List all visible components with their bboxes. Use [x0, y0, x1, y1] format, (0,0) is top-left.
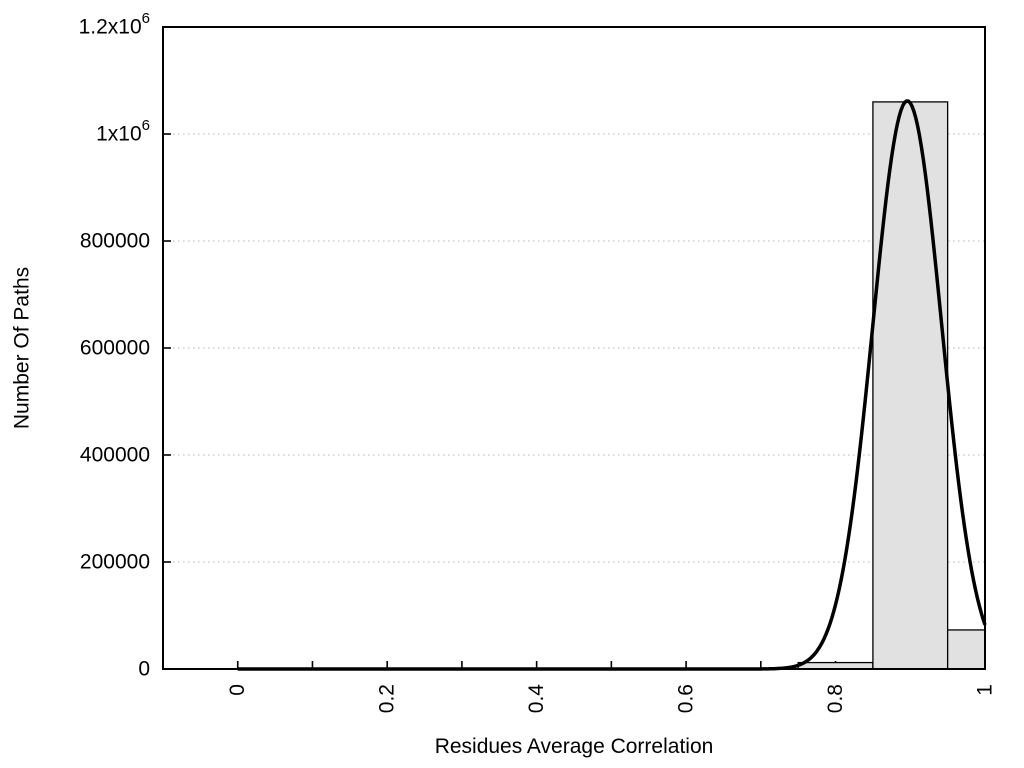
y-tick-label-superscript: 6 — [142, 117, 150, 134]
plot-border — [162, 26, 986, 670]
y-tick-label-superscript: 6 — [142, 10, 150, 27]
histogram-bar — [946, 629, 986, 670]
grid-layer — [163, 133, 985, 563]
y-tick-label: 600000 — [80, 337, 150, 360]
y-tick-label: 400000 — [80, 444, 150, 467]
y-tick-label: 200000 — [80, 551, 150, 574]
y-tick-label: 1x106 — [96, 117, 150, 146]
y-axis-title: Number Of Paths — [11, 267, 34, 429]
tick-label-layer: 0 200000 400000 600000 800000 1x106 1.2x106 0 0.… — [79, 10, 997, 714]
x-tick-label: 0.4 — [525, 684, 548, 714]
y-tick-label: 800000 — [80, 230, 150, 253]
x-tick-label: 1 — [974, 684, 997, 696]
x-tick-label: 0 — [226, 684, 249, 696]
y-tick-label: 1.2x106 — [79, 10, 150, 39]
y-tick-label: 0 — [138, 658, 150, 681]
x-axis-title: Residues Average Correlation — [435, 735, 714, 758]
plot-frame-layer — [162, 26, 986, 670]
x-tick-label: 0.6 — [675, 684, 698, 713]
histogram-bar — [872, 101, 949, 670]
histogram-layer — [797, 101, 986, 670]
x-tick-label: 0.2 — [376, 684, 399, 713]
x-tick-label: 0.8 — [824, 684, 847, 713]
